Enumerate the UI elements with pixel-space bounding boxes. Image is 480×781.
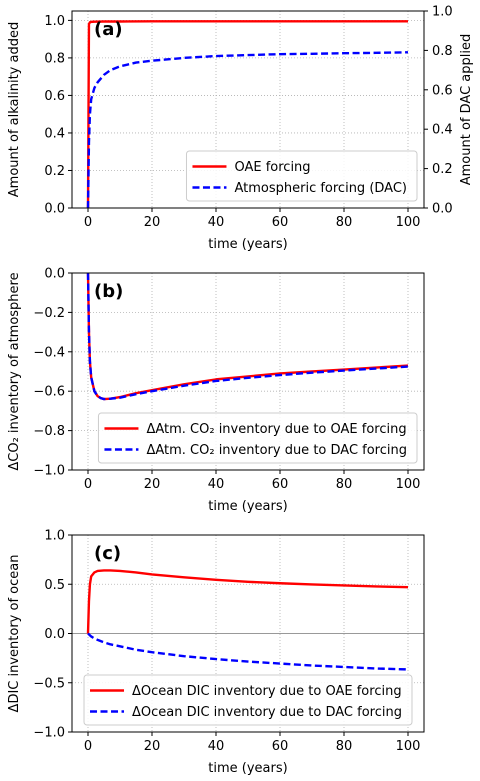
x-tick-label: 80 — [336, 477, 353, 492]
y-tick-label: −0.8 — [33, 424, 65, 439]
x-axis-label: time (years) — [208, 499, 287, 514]
y-tick-label: −0.6 — [33, 385, 65, 400]
oae-series-line — [86, 569, 409, 634]
y-tick-label: −1.0 — [33, 464, 65, 479]
y-tick-label: 0.0 — [44, 202, 65, 217]
y-tick-label: −0.5 — [33, 676, 65, 691]
x-tick-label: 100 — [396, 477, 421, 492]
dac-series-line — [87, 632, 409, 671]
y-right-tick-label: 0.4 — [432, 123, 453, 138]
oae-series-line — [86, 20, 408, 209]
y-tick-label: 0.2 — [44, 164, 65, 179]
y-tick-label: −0.4 — [33, 345, 65, 360]
legend-label: ΔOcean DIC inventory due to OAE forcing — [132, 684, 402, 699]
x-tick-label: 0 — [84, 215, 92, 230]
x-ticks: 0 20 40 60 80 100 — [84, 208, 421, 230]
y-tick-label: −1.0 — [33, 726, 65, 741]
y-tick-label: 0.6 — [44, 89, 65, 104]
x-axis-label: time (years) — [208, 761, 287, 776]
legend: ΔOcean DIC inventory due to OAE forcing Δ… — [83, 674, 413, 726]
panel-c: 0 20 40 60 80 100 1.0 0.5 0.0 −0.5 −1.0 (c) time … — [7, 529, 425, 776]
y-tick-label: 1.0 — [44, 14, 65, 29]
panel-label: (a) — [94, 19, 123, 40]
y-axis-label: ΔDIC inventory of ocean — [7, 555, 22, 713]
y-axis-label-right: Amount of DAC applied — [459, 34, 474, 185]
legend-label: ΔOcean DIC inventory due to DAC forcing — [132, 705, 402, 720]
x-tick-label: 60 — [272, 215, 289, 230]
y-right-tick-label: 0.6 — [432, 83, 453, 98]
y-right-tick-label: 1.0 — [432, 5, 453, 20]
x-tick-label: 0 — [84, 477, 92, 492]
legend-label: ΔAtm. CO₂ inventory due to OAE forcing — [146, 422, 406, 437]
series-lines — [86, 20, 409, 209]
y-ticks: 1.0 0.5 0.0 −0.5 −1.0 — [33, 529, 72, 741]
panel-label: (c) — [94, 543, 121, 564]
y-right-tick-label: 0.0 — [432, 202, 453, 217]
plot-frame — [71, 272, 425, 471]
x-tick-label: 20 — [144, 739, 161, 754]
y-tick-label: 0.0 — [44, 267, 65, 282]
x-tick-label: 60 — [272, 739, 289, 754]
y-ticks: 0.0 −0.2 −0.4 −0.6 −0.8 −1.0 — [33, 267, 72, 479]
legend-label: Atmospheric forcing (DAC) — [234, 181, 407, 196]
legend-box — [83, 674, 413, 726]
y-axis-label: ΔCO₂ inventory of atmosphere — [7, 272, 22, 470]
legend: OAE forcing Atmospheric forcing (DAC) — [185, 150, 418, 202]
panel-b: 0 20 40 60 80 100 0.0 −0.2 −0.4 −0.6 −0.8 −1.0 (b)… — [7, 267, 425, 514]
x-axis-label: time (years) — [208, 237, 287, 252]
dac-series-line — [86, 51, 409, 209]
plot-frame — [71, 10, 425, 209]
x-tick-label: 40 — [208, 739, 225, 754]
series-lines — [86, 569, 409, 671]
x-tick-label: 40 — [208, 215, 225, 230]
legend-label: OAE forcing — [234, 160, 310, 175]
y-right-tick-label: 0.2 — [432, 162, 453, 177]
x-ticks: 0 20 40 60 80 100 — [84, 732, 421, 754]
y-tick-label: −0.2 — [33, 306, 65, 321]
panel-label: (b) — [94, 281, 123, 302]
x-tick-label: 0 — [84, 739, 92, 754]
y-tick-label: 0.0 — [44, 627, 65, 642]
legend-box — [97, 412, 418, 464]
y-ticks-right: 0.0 0.2 0.4 0.6 0.8 1.0 — [424, 5, 453, 217]
x-tick-label: 80 — [336, 739, 353, 754]
x-tick-label: 100 — [396, 215, 421, 230]
y-axis-label: Amount of alkalinity added — [7, 22, 22, 197]
y-ticks: 0.0 0.2 0.4 0.6 0.8 1.0 — [44, 14, 72, 217]
y-tick-label: 1.0 — [44, 529, 65, 544]
oae-series-line — [86, 272, 409, 401]
x-tick-label: 100 — [396, 739, 421, 754]
x-tick-label: 40 — [208, 477, 225, 492]
x-tick-label: 20 — [144, 215, 161, 230]
dac-series-line — [86, 272, 409, 401]
y-tick-label: 0.4 — [44, 126, 65, 141]
y-tick-label: 0.5 — [44, 578, 65, 593]
y-tick-label: 0.8 — [44, 51, 65, 66]
legend-label: ΔAtm. CO₂ inventory due to DAC forcing — [146, 443, 407, 458]
legend: ΔAtm. CO₂ inventory due to OAE forcing ΔA… — [97, 412, 418, 464]
panel-a: 0 20 40 60 80 100 0.00.20.40.60.81.0 0.00.20.… — [7, 5, 474, 253]
x-tick-label: 80 — [336, 215, 353, 230]
legend-box — [185, 150, 418, 202]
y-right-tick-label: 0.8 — [432, 44, 453, 59]
series-lines — [86, 272, 409, 401]
x-tick-label: 20 — [144, 477, 161, 492]
x-tick-label: 60 — [272, 477, 289, 492]
x-ticks: 0 20 40 60 80 100 — [84, 470, 421, 492]
